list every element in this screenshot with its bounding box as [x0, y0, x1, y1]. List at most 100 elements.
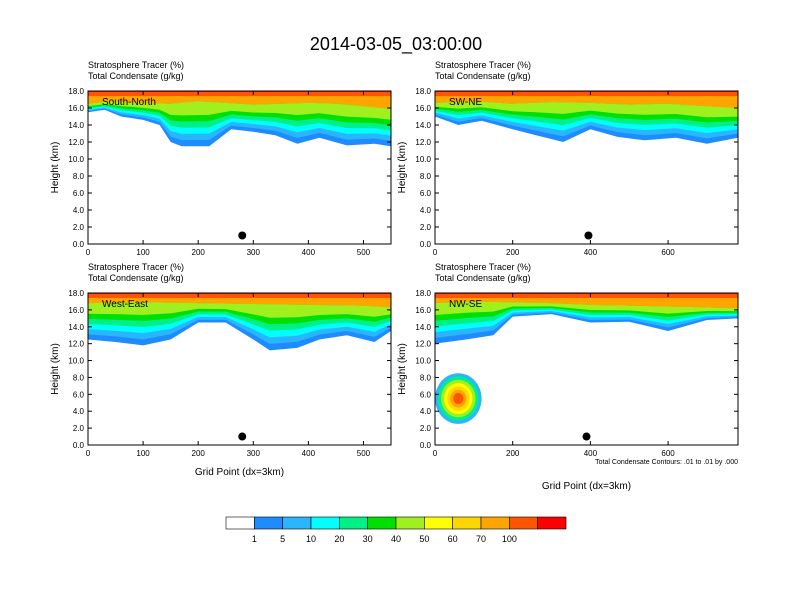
- x-tick-label: 400: [302, 449, 316, 458]
- colorbar-box: [310, 516, 340, 530]
- x-tick-label: 300: [247, 248, 261, 257]
- y-tick-label: 14.0: [415, 323, 431, 332]
- figure-title: 2014-03-05_03:00:00: [310, 34, 482, 55]
- y-tick-label: 2.0: [73, 424, 85, 433]
- x-tick-label: 0: [86, 449, 91, 458]
- colorbar-box: [339, 516, 368, 530]
- colorbar-label: 1: [252, 534, 257, 544]
- deep-cell-layer-7: [453, 392, 464, 405]
- x-tick-label: 0: [86, 248, 91, 257]
- location-marker: [238, 231, 247, 240]
- x-tick-label: 200: [506, 248, 520, 257]
- tracer-layer-100: [435, 293, 738, 299]
- plot-area: [435, 293, 738, 441]
- x-tick-label: 500: [357, 248, 371, 257]
- x-tick-label: 400: [302, 248, 316, 257]
- y-tick-label: 18.0: [68, 87, 84, 96]
- location-marker: [582, 432, 591, 441]
- field-label-tracer: Stratosphere Tracer (%): [435, 60, 531, 70]
- y-tick-label: 12.0: [415, 340, 431, 349]
- x-tick-label: 0: [433, 248, 438, 257]
- tracer-band-6: [88, 101, 391, 120]
- tracer-layer-100: [88, 293, 391, 299]
- y-tick-label: 18.0: [415, 289, 431, 298]
- plot-frame: [434, 292, 739, 446]
- colorbar-label: 10: [306, 534, 316, 544]
- tracer-band-6: [435, 101, 738, 118]
- location-marker: [584, 231, 593, 240]
- y-tick-label: 0.0: [73, 240, 85, 249]
- y-tick-label: 18.0: [68, 289, 84, 298]
- field-label-condensate: Total Condensate (g/kg): [88, 273, 184, 283]
- y-tick-label: 8.0: [73, 172, 85, 181]
- x-tick-label: 300: [247, 449, 261, 458]
- y-tick-label: 10.0: [415, 155, 431, 164]
- y-tick-label: 4.0: [420, 206, 432, 215]
- colorbar-label: 40: [391, 534, 401, 544]
- y-tick-label: 4.0: [420, 407, 432, 416]
- plot-area: [88, 91, 391, 240]
- colorbar-label: 70: [476, 534, 486, 544]
- y-tick-label: 0.0: [420, 441, 432, 450]
- colorbar-box: [509, 516, 538, 530]
- colorbar-label: 60: [448, 534, 458, 544]
- location-marker: [238, 432, 247, 441]
- x-tick-label: 200: [506, 449, 520, 458]
- y-tick-label: 2.0: [420, 223, 432, 232]
- colorbar-box: [225, 516, 255, 530]
- x-tick-label: 100: [136, 248, 150, 257]
- y-tick-label: 14.0: [68, 121, 84, 130]
- colorbar: 1 5 10 20 30 40 50 60 70 100: [225, 516, 567, 544]
- y-tick-label: 6.0: [73, 390, 85, 399]
- colorbar-label: 100: [502, 534, 517, 544]
- y-tick-label: 8.0: [73, 373, 85, 382]
- y-tick-label: 12.0: [415, 138, 431, 147]
- x-tick-label: 500: [357, 449, 371, 458]
- y-tick-label: 12.0: [68, 138, 84, 147]
- colorbar-box: [395, 516, 425, 530]
- y-tick-label: 6.0: [420, 390, 432, 399]
- y-tick-label: 10.0: [415, 357, 431, 366]
- colorbar-label: 30: [363, 534, 373, 544]
- colorbar-label: 50: [419, 534, 429, 544]
- tracer-band-6: [435, 301, 738, 315]
- x-axis-label: Grid Point (dx=3km): [542, 481, 631, 492]
- y-tick-label: 16.0: [415, 104, 431, 113]
- panel-south-north: South-North Stratosphere Tracer (%)Total …: [50, 60, 392, 257]
- panel-label: SW-NE: [449, 97, 482, 108]
- y-axis-label: Height (km): [397, 142, 408, 194]
- panel-label: South-North: [102, 97, 156, 108]
- tracer-band-6: [88, 302, 391, 318]
- colorbar-label: 5: [280, 534, 285, 544]
- colorbar-box: [424, 516, 453, 530]
- contour-note: Total Condensate Contours: .01 to .01 by…: [595, 459, 738, 466]
- field-label-condensate: Total Condensate (g/kg): [435, 273, 531, 283]
- colorbar-box: [254, 516, 283, 530]
- panel-west-east: West-East Stratosphere Tracer (%)Total Co…: [50, 262, 392, 478]
- panel-sw-ne: SW-NE Stratosphere Tracer (%)Total Conden…: [397, 60, 739, 257]
- colorbar-box: [537, 516, 567, 530]
- plot-frame: [434, 90, 739, 245]
- field-label-tracer: Stratosphere Tracer (%): [88, 60, 184, 70]
- tracer-layer-100: [88, 91, 391, 97]
- x-tick-label: 600: [661, 449, 675, 458]
- y-tick-label: 8.0: [420, 373, 432, 382]
- y-tick-label: 0.0: [73, 441, 85, 450]
- x-tick-label: 0: [433, 449, 438, 458]
- y-tick-label: 10.0: [68, 357, 84, 366]
- x-tick-label: 400: [584, 248, 598, 257]
- plot-area: [88, 293, 391, 441]
- x-tick-label: 200: [192, 449, 206, 458]
- y-tick-label: 4.0: [73, 407, 85, 416]
- colorbar-box: [367, 516, 397, 530]
- colorbar-box: [480, 516, 510, 530]
- y-tick-label: 0.0: [420, 240, 432, 249]
- y-tick-label: 16.0: [68, 104, 84, 113]
- plot-frame: [87, 90, 392, 245]
- y-tick-label: 12.0: [68, 340, 84, 349]
- tracer-layer-100: [435, 91, 738, 97]
- y-tick-label: 8.0: [420, 172, 432, 181]
- y-tick-label: 18.0: [415, 87, 431, 96]
- y-tick-label: 2.0: [73, 223, 85, 232]
